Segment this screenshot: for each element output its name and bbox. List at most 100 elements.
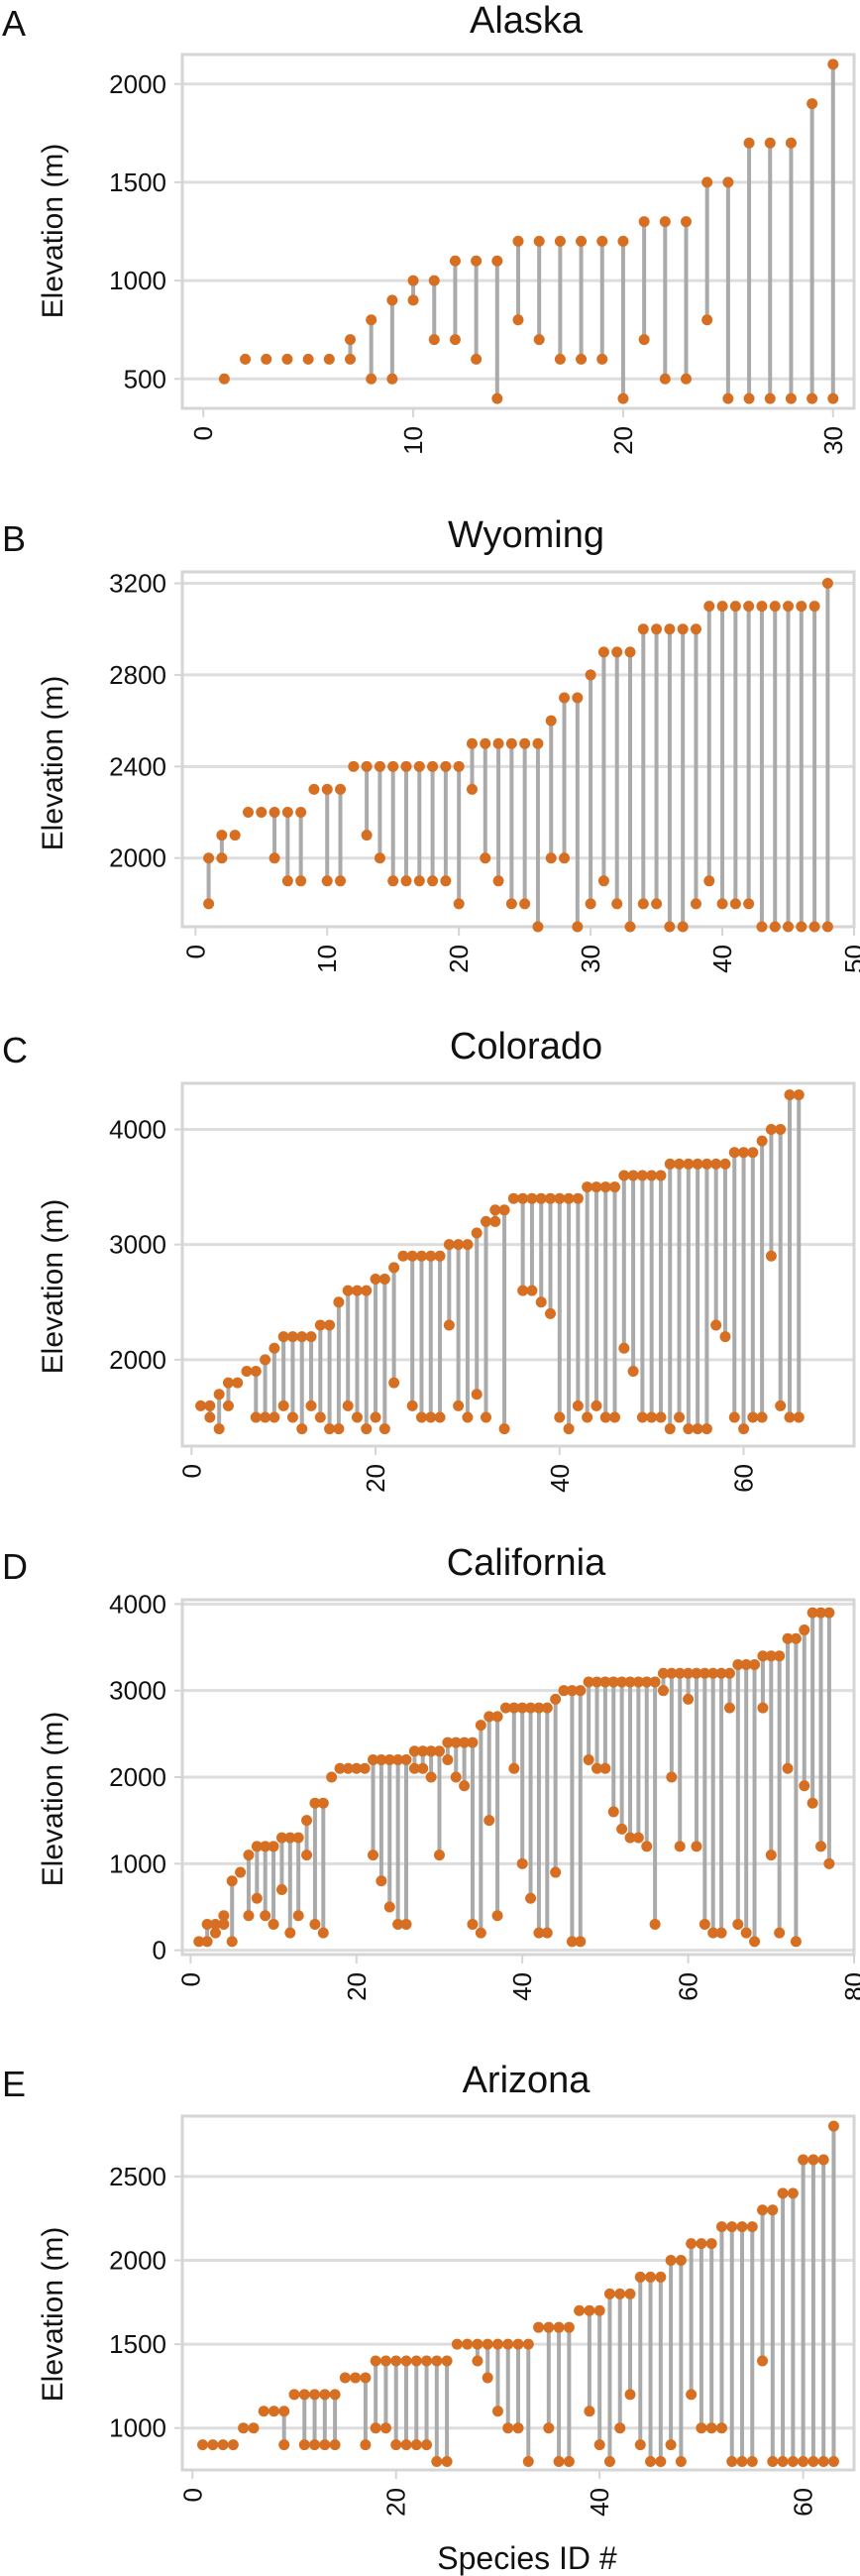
panel-e-max-point [390, 2355, 402, 2367]
panel-e-min-point [390, 2439, 402, 2451]
panel-d-max-point [275, 1832, 287, 1844]
panel-e-ylabel: Elevation (m) [37, 2227, 69, 2403]
panel-c-max-point [738, 1147, 750, 1159]
x-axis-label: Species ID # [437, 2540, 617, 2576]
panel-d-max-point [408, 1745, 420, 1757]
panel-a-max-point [386, 294, 398, 306]
panel-c-max-point [710, 1158, 722, 1170]
panel-e-min-point [298, 2439, 310, 2451]
panel-c-max-point [333, 1296, 345, 1308]
panel-e-min-point [817, 2456, 829, 2468]
panel-e-xtick-label: 40 [585, 2488, 614, 2517]
panel-a-min-point [345, 353, 356, 365]
panel-c-max-point [793, 1089, 805, 1101]
panel-e-frame [180, 2114, 856, 2472]
panel-e-min-point [777, 2456, 789, 2468]
panel-a-min-point [512, 314, 524, 326]
panel-a-max-point [659, 216, 671, 228]
panel-c-max-point [480, 1215, 491, 1227]
panel-d-min-point [376, 1875, 387, 1887]
panel-d-max-point [226, 1875, 238, 1887]
panel-d-min-point [674, 1841, 686, 1852]
panel-a-max-point [617, 235, 629, 247]
panel-d-max-point [533, 1702, 545, 1714]
panel-d-max-point [459, 1736, 471, 1748]
panel-d-min-point [723, 1702, 735, 1714]
panel-e-max-point [563, 2321, 575, 2333]
panel-b-max-point [321, 783, 333, 795]
panel-a-min-point [722, 392, 734, 404]
panel-c-min-point [222, 1400, 234, 1411]
panel-c-ylabel: Elevation (m) [37, 1199, 69, 1375]
panel-a-max-point [576, 235, 588, 247]
panel-e-max-point [715, 2221, 727, 2233]
panel-d-min-point [541, 1927, 553, 1939]
panel-c-max-point [674, 1158, 686, 1170]
panel-e-min-point [512, 2422, 524, 2434]
panel-e-max-point [227, 2439, 239, 2451]
panel-c-min-point [793, 1411, 805, 1423]
panel-a-max-point [449, 255, 461, 267]
panel-b-min-point [611, 898, 623, 910]
panel-e-max-point [705, 2238, 717, 2250]
panel-d-max-point [566, 1685, 578, 1697]
panel-b-max-point [677, 623, 689, 635]
panel-e-xtick-label: 20 [381, 2488, 411, 2517]
panel-a-max-point [261, 353, 272, 365]
panel-b-xtick-label: 0 [180, 945, 210, 958]
panel-c-max-point [388, 1262, 400, 1274]
panel-d-max-point [599, 1676, 611, 1688]
panel-d-min-point [683, 1693, 695, 1705]
panel-d-max-point [632, 1676, 644, 1688]
panel-e-min-point [319, 2439, 331, 2451]
panel-a-min-point [638, 334, 650, 346]
panel-c-min-point [351, 1411, 363, 1423]
panel-d-max-point [649, 1676, 661, 1688]
panel-b-ytick-label: 3200 [109, 569, 166, 599]
panel-d-xtick-label: 0 [175, 1972, 205, 1986]
panel-d-min-point [383, 1901, 395, 1913]
panel-d-max-point [815, 1607, 827, 1619]
panel-d-min-point [516, 1857, 528, 1869]
panel-d-max-point [558, 1685, 570, 1697]
panel-d-min-point [459, 1780, 471, 1792]
panel-c-min-point [784, 1411, 796, 1423]
panel-a-xtick-label: 20 [608, 426, 638, 455]
panel-d-max-point [383, 1754, 395, 1766]
panel-e-max-point [298, 2389, 310, 2401]
panel-c-min-point [388, 1377, 400, 1389]
panel-e-min-point [807, 2456, 819, 2468]
panel-c-min-point [618, 1342, 630, 1354]
panel-b-min-point [321, 875, 333, 887]
panel-b-max-point [413, 760, 425, 772]
panel-c-max-point [784, 1089, 796, 1101]
panel-e-min-point [827, 2456, 839, 2468]
panel-e-min-point [563, 2456, 575, 2468]
panel-c-max-point [342, 1285, 354, 1296]
panel-d-max-point [201, 1918, 213, 1930]
panel-e-max-point [400, 2355, 412, 2367]
panel-a-min-point [366, 373, 377, 385]
panel-d-max-point [235, 1866, 247, 1878]
panel-d-min-point [583, 1754, 594, 1766]
panel-e-min-point [787, 2456, 799, 2468]
panel-b-max-point [216, 830, 228, 841]
panel-b-max-point [808, 601, 820, 613]
panel-c-min-point [250, 1411, 262, 1423]
panel-c-min-point [305, 1400, 317, 1411]
panel-c-max-point [232, 1377, 244, 1389]
panel-e-max-point [817, 2154, 829, 2166]
panel-b-min-point [519, 898, 531, 910]
panel-e-min-point [798, 2456, 809, 2468]
panel-d-max-point [491, 1711, 503, 1723]
panel-e-max-point [603, 2288, 615, 2299]
panel-e-max-point [319, 2389, 331, 2401]
panel-c-max-point [277, 1331, 289, 1343]
panel-b-max-point [532, 737, 544, 749]
panel-a-min-point [533, 334, 545, 346]
panel-e-max-point [360, 2372, 372, 2384]
panel-c-max-point [627, 1170, 639, 1181]
panel-d: D California Elevation (m) 0 1000 2000 3000… [2, 1542, 860, 2001]
panel-c-min-point [738, 1423, 750, 1435]
